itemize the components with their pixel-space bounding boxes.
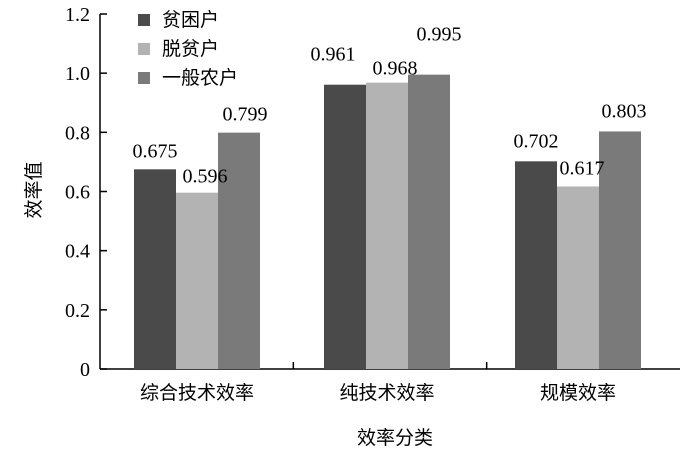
data-label: 0.702 xyxy=(514,130,559,152)
data-label: 0.995 xyxy=(417,24,462,46)
legend-label: 一般农户 xyxy=(162,67,238,89)
legend-swatch xyxy=(138,72,150,84)
category-label: 规模效率 xyxy=(540,382,616,404)
y-tick-label: 0.4 xyxy=(65,241,90,263)
bar xyxy=(218,132,260,369)
data-label: 0.803 xyxy=(602,100,647,122)
bar xyxy=(515,161,557,369)
data-label: 0.968 xyxy=(373,58,418,80)
data-label: 0.617 xyxy=(560,157,605,179)
y-tick-label: 1.2 xyxy=(65,4,90,26)
legend-swatch xyxy=(138,43,150,55)
bar xyxy=(134,169,176,369)
bar xyxy=(324,84,366,370)
bar xyxy=(176,192,218,369)
bar xyxy=(557,186,599,369)
legend-label: 脱贫户 xyxy=(162,38,219,60)
legend-label: 贫困户 xyxy=(162,9,219,31)
legend-swatch xyxy=(138,14,150,26)
y-tick-label: 0.6 xyxy=(65,182,90,204)
category-label: 综合技术效率 xyxy=(140,382,254,404)
data-labels: 0.675 0.961 0.702 0.596 0.968 0.617 0.799 0.995… xyxy=(133,24,647,188)
y-axis-title: 效率值 xyxy=(23,161,45,218)
bar xyxy=(366,82,408,369)
y-tick-label: 1.0 xyxy=(65,63,90,85)
data-label: 0.799 xyxy=(223,104,268,126)
y-tick-label: 0.2 xyxy=(65,300,90,322)
y-tick-label: 0.8 xyxy=(65,122,90,144)
y-axis: 0 0.2 0.4 0.6 0.8 1.0 1.2 xyxy=(65,4,107,381)
category-label: 纯技术效率 xyxy=(339,382,434,404)
y-tick-label: 0 xyxy=(80,359,90,381)
bar xyxy=(408,74,450,369)
bars xyxy=(134,74,641,370)
data-label: 0.596 xyxy=(183,166,228,188)
bar xyxy=(599,131,641,369)
category-labels: 综合技术效率 纯技术效率 规模效率 xyxy=(140,382,616,404)
x-axis-title: 效率分类 xyxy=(357,427,433,449)
data-label: 0.961 xyxy=(311,44,356,66)
data-label: 0.675 xyxy=(133,140,178,162)
